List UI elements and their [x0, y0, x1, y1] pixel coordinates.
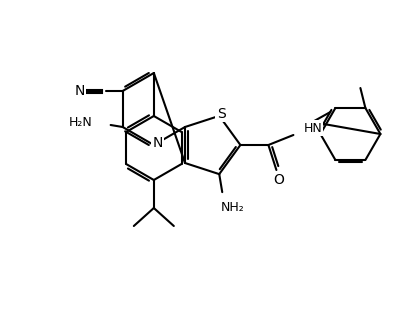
Text: H₂N: H₂N	[69, 116, 93, 128]
Text: HN: HN	[303, 121, 322, 134]
Text: N: N	[74, 84, 85, 98]
Text: O: O	[273, 173, 284, 187]
Text: S: S	[217, 107, 226, 121]
Text: N: N	[152, 136, 163, 150]
Text: NH₂: NH₂	[220, 201, 244, 213]
